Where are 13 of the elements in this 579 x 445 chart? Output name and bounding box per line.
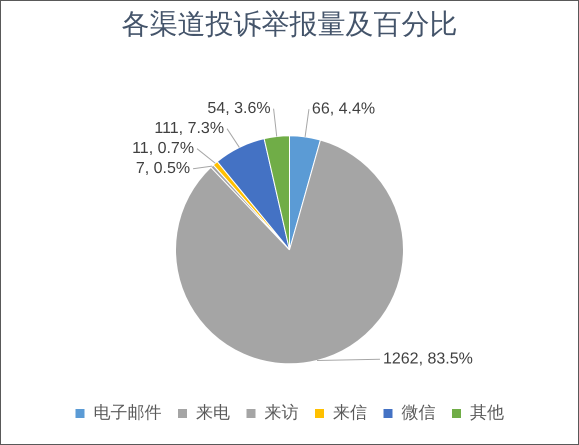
legend-label: 电子邮件 xyxy=(94,403,162,422)
legend-label: 微信 xyxy=(402,403,436,422)
data-label: 1262, 83.5% xyxy=(382,350,473,368)
data-label: 66, 4.4% xyxy=(312,100,376,118)
data-label: 111, 7.3% xyxy=(154,120,224,138)
legend-label: 其他 xyxy=(470,403,504,422)
data-label: 7, 0.5% xyxy=(136,160,190,178)
legend-label: 来信 xyxy=(333,403,367,422)
data-label: 54, 3.6% xyxy=(207,100,271,118)
data-label: 11, 0.7% xyxy=(132,140,194,158)
chart-title: 各渠道投诉举报量及百分比 xyxy=(122,8,458,40)
legend-label: 来访 xyxy=(264,403,298,422)
legend-label: 来电 xyxy=(196,403,230,422)
